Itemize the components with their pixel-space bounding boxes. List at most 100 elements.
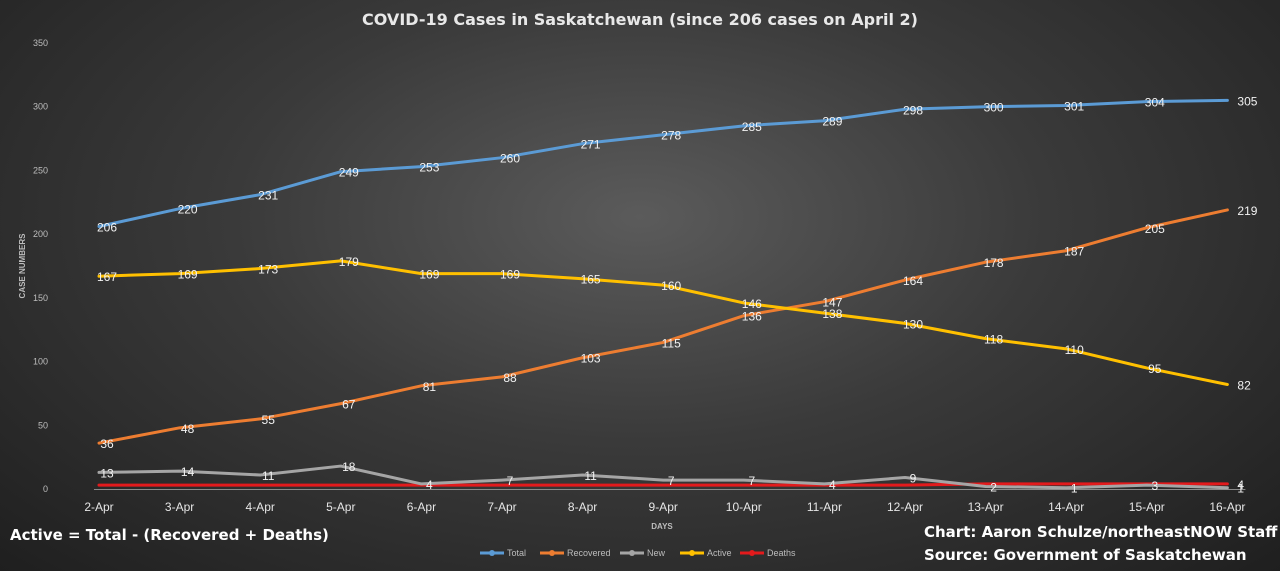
data-label-total: 206 (97, 220, 117, 234)
data-label-new: 18 (342, 460, 356, 474)
series-lines (97, 98, 1229, 490)
x-tick-label: 9-Apr (649, 500, 678, 514)
data-label-active: 167 (97, 270, 117, 284)
data-label-active: 179 (339, 255, 359, 269)
x-tick-label: 10-Apr (726, 500, 762, 514)
data-label-recovered: 81 (423, 380, 437, 394)
data-label-total: 220 (178, 203, 198, 217)
chart-credit: Chart: Aaron Schulze/northeastNOW Staff (924, 523, 1278, 541)
series-line-total (97, 98, 1229, 228)
y-tick-label: 250 (33, 165, 48, 175)
data-label-active: 118 (984, 333, 1003, 347)
data-label-active: 82 (1237, 379, 1251, 393)
data-label-total: 301 (1064, 99, 1084, 113)
data-label-recovered: 219 (1237, 204, 1257, 218)
data-label-recovered: 147 (822, 296, 842, 310)
x-tick-label: 12-Apr (887, 500, 923, 514)
x-tick-label: 16-Apr (1209, 500, 1245, 514)
formula-note: Active = Total - (Recovered + Deaths) (10, 526, 329, 544)
data-label-new: 9 (910, 472, 917, 486)
source-note: Source: Government of Saskatchewan (924, 546, 1247, 564)
chart-title: COVID-19 Cases in Saskatchewan (since 20… (362, 10, 918, 29)
legend-label-new: New (647, 548, 666, 558)
data-label-new: 3 (1151, 479, 1158, 493)
data-label-deaths: 4 (1237, 478, 1244, 492)
data-label-total: 260 (500, 152, 520, 166)
data-label-total: 298 (903, 103, 923, 117)
legend-marker (689, 550, 695, 556)
y-tick-label: 200 (33, 229, 48, 239)
x-tick-label: 15-Apr (1129, 500, 1165, 514)
data-label-recovered: 205 (1145, 222, 1165, 236)
legend-label-recovered: Recovered (567, 548, 611, 558)
data-label-recovered: 67 (342, 398, 356, 412)
legend-marker (549, 550, 555, 556)
data-label-active: 173 (258, 263, 278, 277)
data-label-recovered: 55 (262, 413, 276, 427)
data-label-total: 289 (822, 115, 842, 129)
data-label-active: 110 (1065, 343, 1084, 357)
series-line-recovered (97, 208, 1229, 445)
y-tick-label: 150 (33, 293, 48, 303)
data-label-new: 14 (181, 465, 195, 479)
data-label-total: 285 (742, 120, 762, 134)
legend: Total Recovered New Active Deaths (480, 548, 796, 558)
y-tick-label: 100 (33, 357, 48, 367)
data-label-active: 130 (903, 317, 923, 331)
data-label-recovered: 115 (662, 336, 681, 350)
data-label-new: 7 (748, 474, 755, 488)
legend-marker (489, 550, 495, 556)
x-tick-label: 3-Apr (165, 500, 194, 514)
legend-label-active: Active (707, 548, 732, 558)
x-tick-label: 6-Apr (407, 500, 436, 514)
data-label-total: 300 (984, 101, 1004, 115)
data-label-total: 305 (1237, 94, 1257, 108)
legend-label-total: Total (507, 548, 526, 558)
data-label-active: 138 (822, 307, 842, 321)
x-tick-label: 2-Apr (84, 500, 113, 514)
x-tick-label: 7-Apr (487, 500, 516, 514)
x-tick-label: 14-Apr (1048, 500, 1084, 514)
data-label-recovered: 103 (581, 352, 601, 366)
y-tick-label: 300 (33, 102, 48, 112)
data-label-recovered: 136 (742, 310, 762, 324)
y-tick-label: 50 (38, 420, 48, 430)
data-label-active: 160 (661, 279, 681, 293)
x-tick-label: 11-Apr (807, 500, 842, 514)
data-label-new: 13 (100, 466, 114, 480)
x-axis-title: DAYS (651, 522, 673, 531)
series-line-deaths (97, 482, 1229, 487)
data-label-new: 1 (1071, 482, 1078, 496)
data-label-active: 169 (178, 268, 198, 282)
data-label-new: 2 (990, 480, 997, 494)
series-line-active (97, 259, 1229, 387)
legend-marker (629, 550, 635, 556)
x-tick-label: 13-Apr (968, 500, 1004, 514)
data-label-recovered: 178 (984, 256, 1004, 270)
series-line-new (97, 464, 1229, 490)
data-label-total: 253 (419, 161, 439, 175)
x-tick-label: 5-Apr (326, 500, 355, 514)
data-label-total: 271 (581, 138, 601, 152)
data-label-recovered: 48 (181, 422, 195, 436)
data-label-new: 1 (1237, 482, 1244, 496)
data-label-new: 4 (829, 478, 836, 492)
data-label-recovered: 36 (100, 437, 114, 451)
data-label-new: 11 (584, 469, 597, 483)
data-label-total: 231 (258, 189, 278, 203)
legend-label-deaths: Deaths (767, 548, 796, 558)
data-label-new: 11 (262, 469, 275, 483)
data-label-active: 169 (419, 268, 439, 282)
data-label-recovered: 187 (1064, 245, 1084, 259)
data-label-new: 7 (668, 474, 675, 488)
data-label-total: 304 (1145, 96, 1165, 110)
y-axis-title: CASE NUMBERS (18, 233, 27, 299)
data-label-recovered: 88 (503, 371, 517, 385)
y-axis: 0 50 100 150 200 250 300 350 (33, 38, 48, 494)
x-tick-label: 4-Apr (246, 500, 275, 514)
data-label-active: 165 (581, 273, 601, 287)
x-tick-label: 8-Apr (568, 500, 597, 514)
y-tick-label: 0 (43, 484, 48, 494)
